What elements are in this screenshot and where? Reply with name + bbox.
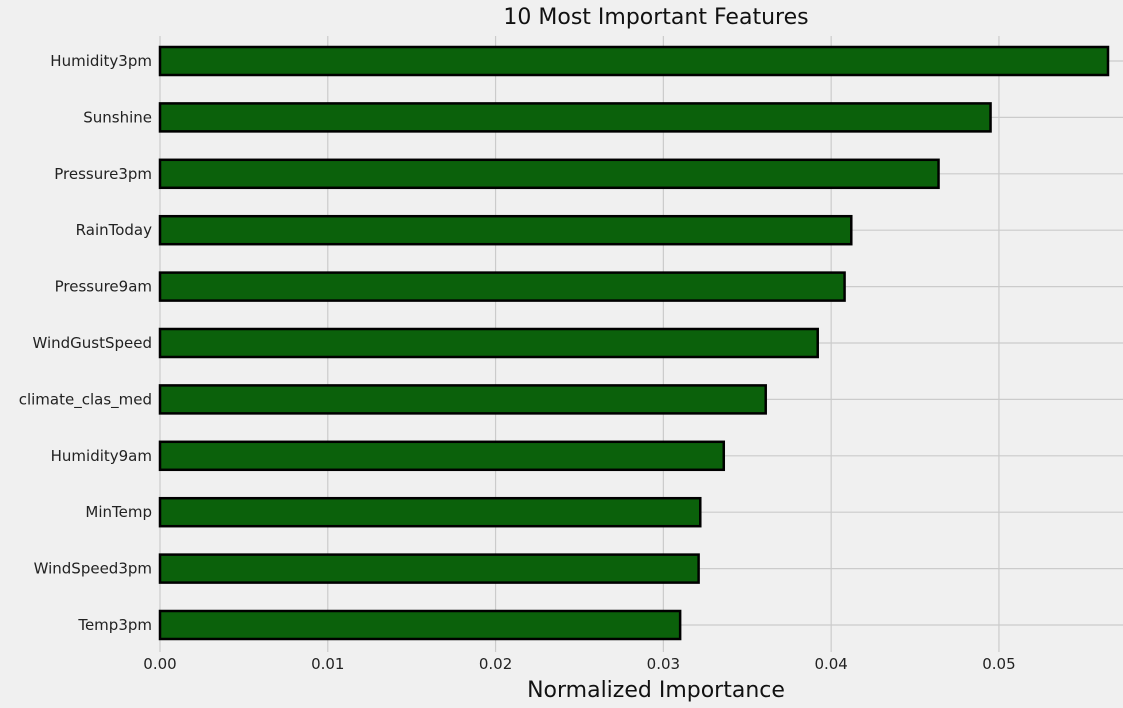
- y-tick-label: Sunshine: [83, 108, 152, 126]
- y-tick-label: Pressure3pm: [54, 165, 152, 183]
- x-tick-label: 0.01: [311, 655, 344, 673]
- y-tick-label: Humidity9am: [51, 447, 152, 465]
- x-tick-label: 0.05: [982, 655, 1015, 673]
- x-tick-labels: 0.00 0.01 0.02 0.03 0.04 0.05: [143, 655, 1015, 673]
- y-tick-labels: Humidity3pm Sunshine Pressure3pm RainToday P…: [19, 52, 152, 634]
- y-tick-label: WindSpeed3pm: [34, 560, 152, 578]
- bar-Pressure9am: [158, 271, 846, 302]
- y-tick-label: Temp3pm: [77, 616, 152, 634]
- bar-Humidity9am: [158, 440, 726, 472]
- y-tick-label: Pressure9am: [55, 278, 152, 296]
- bar-Temp3pm: [158, 609, 682, 641]
- bar-WindSpeed3pm: [158, 553, 700, 584]
- bar-Humidity3pm: [158, 45, 1110, 77]
- bar-MinTemp: [158, 496, 702, 528]
- bars: [158, 45, 1110, 641]
- x-tick-label: 0.02: [479, 655, 512, 673]
- y-tick-label: climate_clas_med: [19, 390, 152, 409]
- y-tick-label: RainToday: [76, 221, 152, 239]
- y-tick-label: Humidity3pm: [50, 52, 152, 70]
- bar-Sunshine: [158, 102, 992, 133]
- bar-RainToday: [158, 214, 853, 246]
- x-tick-label: 0.04: [814, 655, 847, 673]
- y-tick-label: WindGustSpeed: [32, 334, 152, 352]
- x-tick-label: 0.00: [143, 655, 176, 673]
- bar-Pressure3pm: [158, 158, 940, 190]
- bar-climate_clas_med: [158, 384, 767, 415]
- bar-WindGustSpeed: [158, 327, 819, 359]
- chart-title: 10 Most Important Features: [503, 5, 808, 30]
- x-axis-label: Normalized Importance: [527, 678, 785, 703]
- x-tick-label: 0.03: [647, 655, 680, 673]
- y-tick-label: MinTemp: [85, 503, 152, 521]
